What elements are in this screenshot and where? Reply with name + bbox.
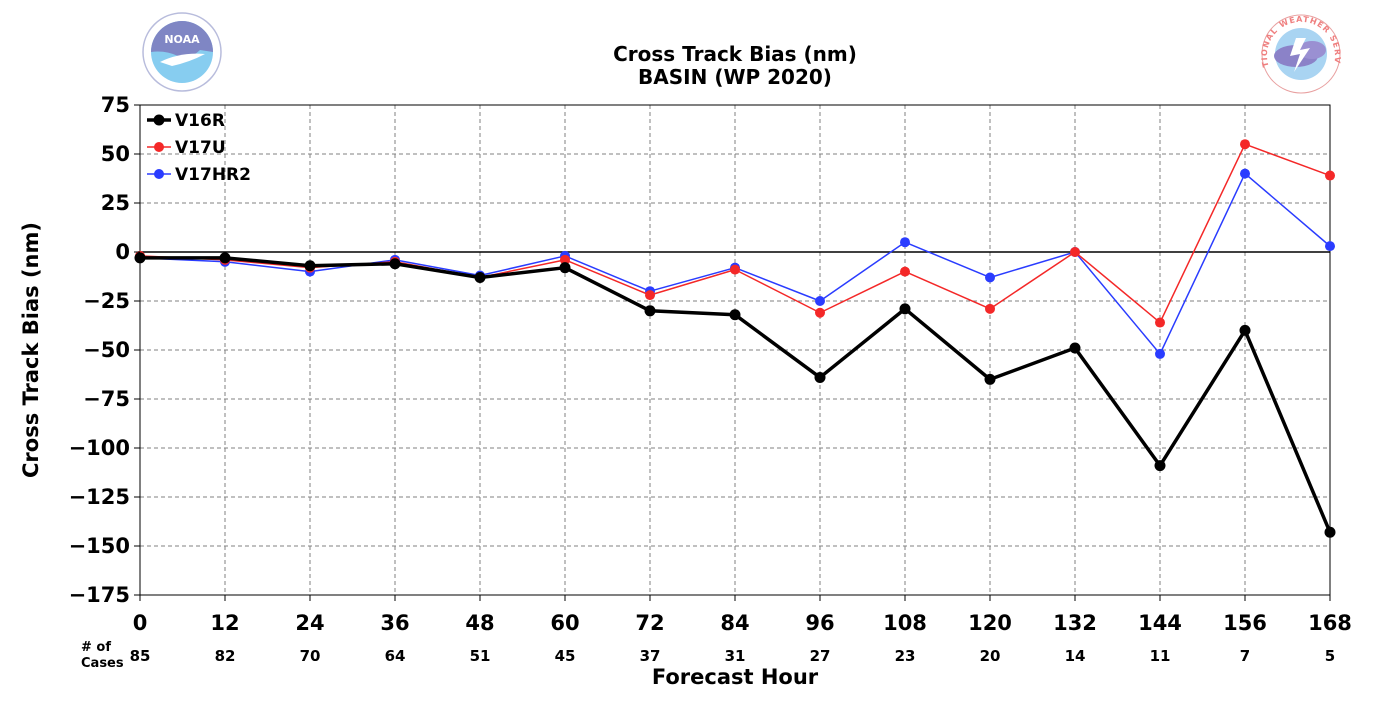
data-point [559,262,571,274]
y-tick-label: −50 [83,338,130,362]
data-point [134,252,146,264]
data-point [645,290,655,301]
case-count: 20 [980,647,1001,665]
data-point [1155,317,1165,328]
y-axis-label: Cross Track Bias (nm) [19,222,43,478]
legend-label: V17U [175,138,226,158]
legend-item-v17hr2: V17HR2 [147,165,251,185]
data-point [1154,460,1166,472]
data-point [304,260,316,272]
cases-row: 85 82 70 64 51 45 37 31 27 23 20 14 11 7 5 [130,647,1336,665]
case-count: 11 [1150,647,1171,665]
x-tick-label: 168 [1308,611,1352,635]
cases-label-line1: # of [81,640,111,655]
x-tick-label: 84 [720,611,749,635]
y-tick-label: 75 [101,93,130,117]
case-count: 51 [470,647,491,665]
case-count: 31 [725,647,746,665]
x-tick-label: 24 [295,611,324,635]
data-point [219,252,231,264]
data-point [814,371,826,383]
data-point [1240,139,1250,150]
data-point [474,271,486,283]
data-point [815,296,825,306]
x-axis-label: Forecast Hour [652,665,819,689]
case-count: 5 [1325,647,1335,665]
chart-subtitle: BASIN (WP 2020) [638,65,832,89]
x-tick-label: 96 [805,611,834,635]
legend-swatch-marker [153,114,165,126]
noaa-logo: NOAA [142,12,222,92]
legend-label: V17HR2 [175,165,251,185]
y-tick-label: −125 [69,485,130,509]
data-point [985,303,995,314]
data-point [729,309,741,321]
data-point [644,305,656,317]
legend: V16R V17U V17HR2 [147,111,251,185]
y-tick-label: 50 [101,142,130,166]
x-tick-labels: 0 12 24 36 48 60 72 84 96 108 120 132 144 156 168 [133,595,1352,635]
data-point [984,373,996,385]
case-count: 45 [555,647,576,665]
x-tick-label: 0 [133,611,148,635]
data-point [900,266,910,277]
case-count: 7 [1240,647,1250,665]
x-tick-label: 156 [1223,611,1267,635]
data-point [730,264,740,275]
legend-item-v16r: V16R [147,111,225,131]
legend-label: V16R [175,111,225,131]
data-point [899,303,911,315]
x-tick-label: 144 [1138,611,1182,635]
case-count: 64 [385,647,406,665]
y-tick-label: −25 [83,289,130,313]
x-tick-label: 48 [465,611,494,635]
y-tick-label: −100 [69,436,130,460]
case-count: 14 [1065,647,1086,665]
data-point [1240,168,1250,179]
data-point [985,272,995,283]
cases-label-line2: Cases [81,656,124,671]
y-tick-label: 0 [115,240,130,264]
grid [140,105,1330,595]
chart-title: Cross Track Bias (nm) [613,42,857,66]
series-layer [134,139,1336,538]
data-point [1070,247,1080,257]
case-count: 82 [215,647,236,665]
y-tick-label: −175 [69,583,130,607]
case-count: 70 [300,647,321,665]
x-tick-label: 72 [635,611,664,635]
data-point [1325,241,1335,252]
y-tick-labels: 75 50 25 0 −25 −50 −75 −100 −125 −150 −175 [69,93,140,607]
data-point [1239,324,1251,336]
x-tick-label: 120 [968,611,1012,635]
x-tick-label: 12 [210,611,239,635]
data-point [1069,342,1081,354]
noaa-logo-text: NOAA [164,33,200,46]
data-point [1324,526,1336,538]
case-count: 37 [640,647,661,665]
y-tick-label: 25 [101,191,130,215]
data-point [815,307,825,318]
case-count: 23 [895,647,916,665]
series-v16r [134,252,1336,538]
legend-swatch-marker [154,142,164,152]
x-tick-label: 108 [883,611,927,635]
y-tick-label: −75 [83,387,130,411]
data-point [389,258,401,270]
data-point [1155,348,1165,359]
data-point [900,237,910,248]
data-point [1325,170,1335,181]
legend-swatch-marker [154,169,164,179]
data-point [560,254,570,265]
case-count: 85 [130,647,151,665]
x-tick-label: 60 [550,611,579,635]
x-tick-label: 132 [1053,611,1097,635]
legend-item-v17u: V17U [147,138,226,158]
x-tick-label: 36 [380,611,409,635]
y-tick-label: −150 [69,534,130,558]
case-count: 27 [810,647,831,665]
